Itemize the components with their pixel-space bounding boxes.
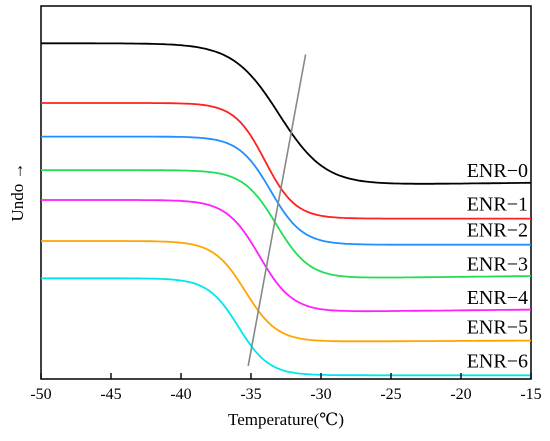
x-tick-label: -20: [450, 386, 471, 403]
x-axis: -50 -45 -40 -35 -30 -25 -20 -15: [30, 373, 542, 403]
series-label-enr-4: ENR−4: [467, 287, 528, 309]
series-label-enr-3: ENR−3: [467, 253, 528, 275]
series-label-layer: ENR−0 ENR−1 ENR−2 ENR−3 ENR−4 ENR−5 ENR−6: [467, 160, 528, 372]
y-axis-label: Undo →: [8, 162, 27, 221]
series-layer: [41, 42, 532, 377]
x-tick-label: -25: [380, 386, 401, 403]
plot-frame: [40, 5, 532, 380]
series-label-enr-5: ENR−5: [467, 317, 528, 339]
series-line-enr-1: [41, 102, 531, 220]
series-line-enr-5: [41, 240, 531, 343]
x-tick-label: -40: [170, 386, 191, 403]
x-tick-label: -50: [30, 386, 51, 403]
series-label-enr-1: ENR−1: [467, 194, 528, 216]
series-line-enr-3: [41, 169, 531, 279]
series-line-enr-0: [41, 42, 531, 185]
series-label-enr-6: ENR−6: [467, 350, 528, 372]
series-line-enr-6: [41, 277, 531, 377]
glass-transition-guide-line: [247, 54, 307, 367]
series-line-enr-4: [41, 199, 532, 313]
x-tick-label: -45: [100, 386, 121, 403]
x-tick-label: -30: [310, 386, 331, 403]
x-axis-label: Temperature(℃): [228, 410, 344, 429]
series-line-enr-2: [41, 135, 531, 246]
guide-layer: [247, 54, 307, 367]
x-tick-label: -35: [240, 386, 261, 403]
x-tick-label: -15: [520, 386, 541, 403]
series-label-enr-0: ENR−0: [467, 160, 528, 182]
series-label-enr-2: ENR−2: [467, 220, 528, 242]
